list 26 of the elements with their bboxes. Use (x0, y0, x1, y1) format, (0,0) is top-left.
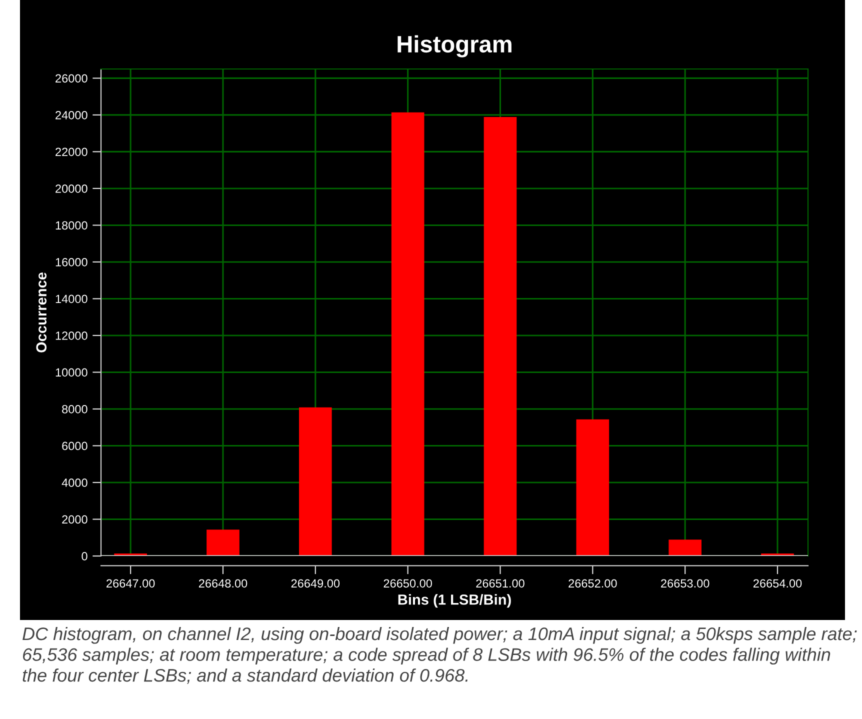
y-tick-label: 2000 (62, 515, 88, 524)
y-tick-label: 8000 (62, 405, 88, 414)
x-tick-label: 26650.00 (384, 579, 432, 588)
y-tick-label: 18000 (56, 221, 88, 230)
text: DC histogram, on channel I2, using on-board isolated power; a 10mA input signal; a 50ksps sample rate; 65,536 samples; at room temperature; a code spread of 8 LSBs with 96.5% of the codes falling within the four center LSBs; and a standard deviation of 0.968. (22, 626, 857, 684)
x-tick-label: 26653.00 (661, 579, 710, 588)
y-axis-title: Occurrence (36, 272, 47, 352)
y-tick-label: 22000 (56, 148, 88, 156)
y-tick-label: 10000 (56, 368, 88, 377)
chart-title: Histogram (398, 35, 512, 58)
y-tick-label: 20000 (56, 184, 88, 193)
x-tick-label: 26652.00 (568, 579, 617, 588)
x-tick-label: 26647.00 (106, 579, 155, 588)
y-tick-label: 6000 (62, 442, 88, 450)
x-tick-label: 26648.00 (198, 579, 248, 588)
x-axis-title: Bins (1 LSB/Bin) (398, 594, 511, 608)
x-tick-label: 26654.00 (753, 579, 802, 588)
y-tick-label: 0 (82, 552, 88, 560)
y-tick-label: 24000 (56, 110, 88, 120)
y-tick-label: 14000 (56, 294, 88, 304)
x-tick-label: 26651.00 (476, 579, 524, 588)
y-tick-label: 26000 (56, 74, 88, 83)
y-tick-label: 12000 (56, 332, 88, 340)
y-tick-label: 4000 (62, 478, 88, 487)
x-tick-label: 26649.00 (291, 579, 340, 588)
y-tick-label: 16000 (56, 258, 88, 266)
